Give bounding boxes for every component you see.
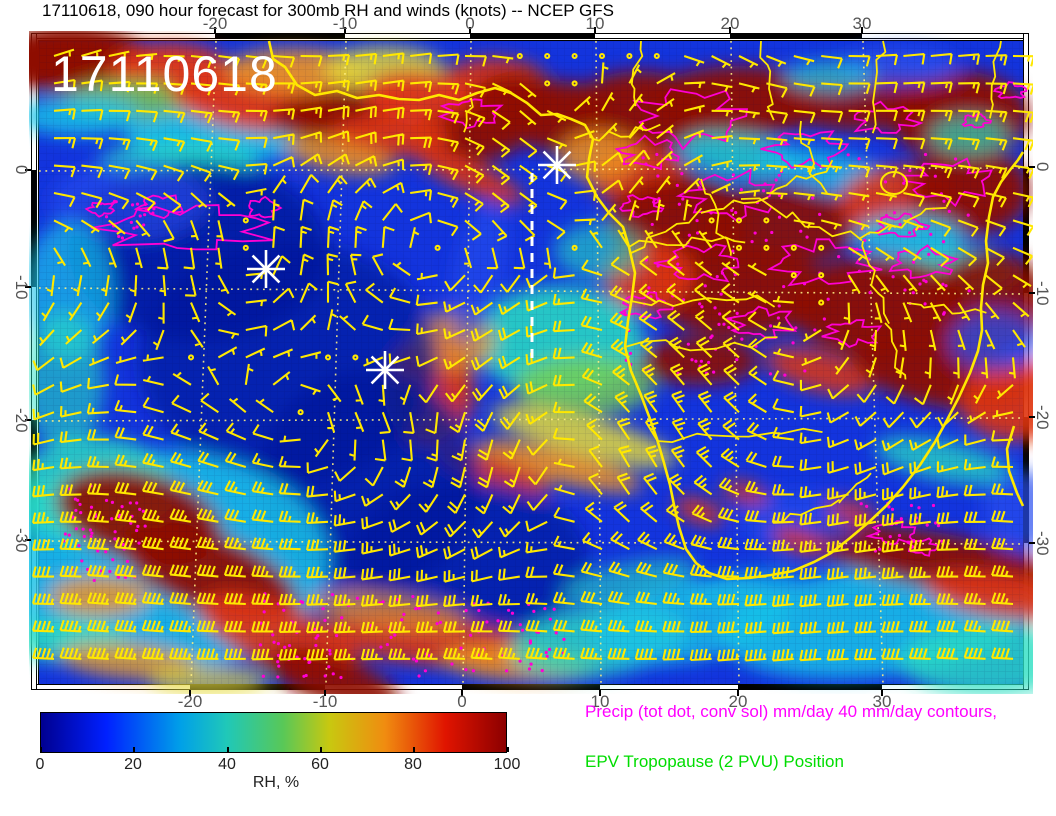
neatline-seg (470, 34, 595, 38)
colorbar-tick-label: 80 (404, 756, 422, 773)
neatline-seg (32, 170, 36, 287)
neatline-seg (462, 685, 600, 689)
axis-tick-label: 30 (852, 14, 872, 33)
axis-tick (861, 27, 863, 33)
legend-epv: EPV Tropopause (2 PVU) Position (585, 752, 844, 771)
axis-tick-label: -30 (1033, 530, 1052, 556)
axis-tick-label: -20 (12, 407, 31, 433)
axis-tick (1029, 542, 1035, 544)
date-stamp: 17110618 (51, 46, 278, 102)
annotations: 17110618 (51, 46, 576, 389)
axis-tick (1029, 166, 1035, 168)
map-area: 17110618 (29, 31, 1033, 694)
axis-tick (599, 690, 601, 696)
axis-tick-label: 10 (585, 14, 605, 33)
axis-tick (729, 27, 731, 33)
precip-overlay (62, 81, 1028, 680)
axis-tick-label: -10 (12, 274, 31, 300)
colorbar-tick (320, 747, 322, 752)
asterisk-marker (247, 250, 285, 288)
axis-tick (324, 690, 326, 696)
neatline-seg (1024, 167, 1028, 293)
axis-tick-label: 10 (590, 692, 610, 711)
axis-tick-label: 30 (872, 692, 892, 711)
colorbar-tick (507, 747, 509, 752)
axis-tick-label: 0 (465, 14, 475, 33)
axis-tick-label: -20 (1033, 404, 1052, 430)
plot-title: 17110618, 090 hour forecast for 300mb RH… (42, 1, 614, 20)
legend-precip: Precip (tot dot, conv sol) mm/day 40 mm/… (585, 702, 997, 721)
axis-tick (469, 27, 471, 33)
axis-tick-label: -10 (332, 14, 358, 33)
axis-tick-label: -20 (177, 692, 203, 711)
colorbar-tick (40, 747, 42, 752)
colorbar-tick (413, 747, 415, 752)
asterisk-marker (366, 351, 404, 389)
axis-tick (214, 27, 216, 33)
neatline-seg (730, 34, 862, 38)
axis-tick (1029, 292, 1035, 294)
axis-tick (344, 27, 346, 33)
axis-tick-label: -20 (202, 14, 228, 33)
rh-colorbar (40, 712, 507, 753)
rh-wind-map: 17110618 (29, 31, 1033, 694)
axis-tick (461, 690, 463, 696)
colorbar-tick-label: 100 (493, 756, 521, 773)
colorbar-tick-label: 0 (35, 756, 45, 773)
colorbar-title: RH, % (252, 774, 300, 791)
colorbar-tick-label: 40 (218, 756, 236, 773)
axis-tick-label: 20 (720, 14, 740, 33)
axis-tick-label: 0 (457, 692, 467, 711)
axis-tick (25, 419, 31, 421)
colorbar-tick (133, 747, 135, 752)
neatline-seg (738, 685, 882, 689)
axis-tick-label: 0 (1033, 162, 1052, 172)
axis-tick (25, 539, 31, 541)
axis-tick-label: -30 (12, 527, 31, 553)
colorbar-tick (227, 747, 229, 752)
axis-tick (1029, 416, 1035, 418)
axis-tick (594, 27, 596, 33)
axis-tick (25, 169, 31, 171)
asterisk-marker (538, 146, 576, 184)
axis-tick-label: 0 (12, 165, 31, 175)
neatline-seg (215, 34, 345, 38)
axis-tick (189, 690, 191, 696)
axis-tick (25, 286, 31, 288)
axis-tick-label: 20 (728, 692, 748, 711)
wind-barbs (31, 48, 1033, 662)
colorbar-tick-label: 60 (311, 756, 329, 773)
axis-tick-label: -10 (1033, 280, 1052, 306)
axis-tick-label: -10 (312, 692, 338, 711)
axis-tick (737, 690, 739, 696)
axis-tick (881, 690, 883, 696)
colorbar-tick-label: 20 (124, 756, 142, 773)
